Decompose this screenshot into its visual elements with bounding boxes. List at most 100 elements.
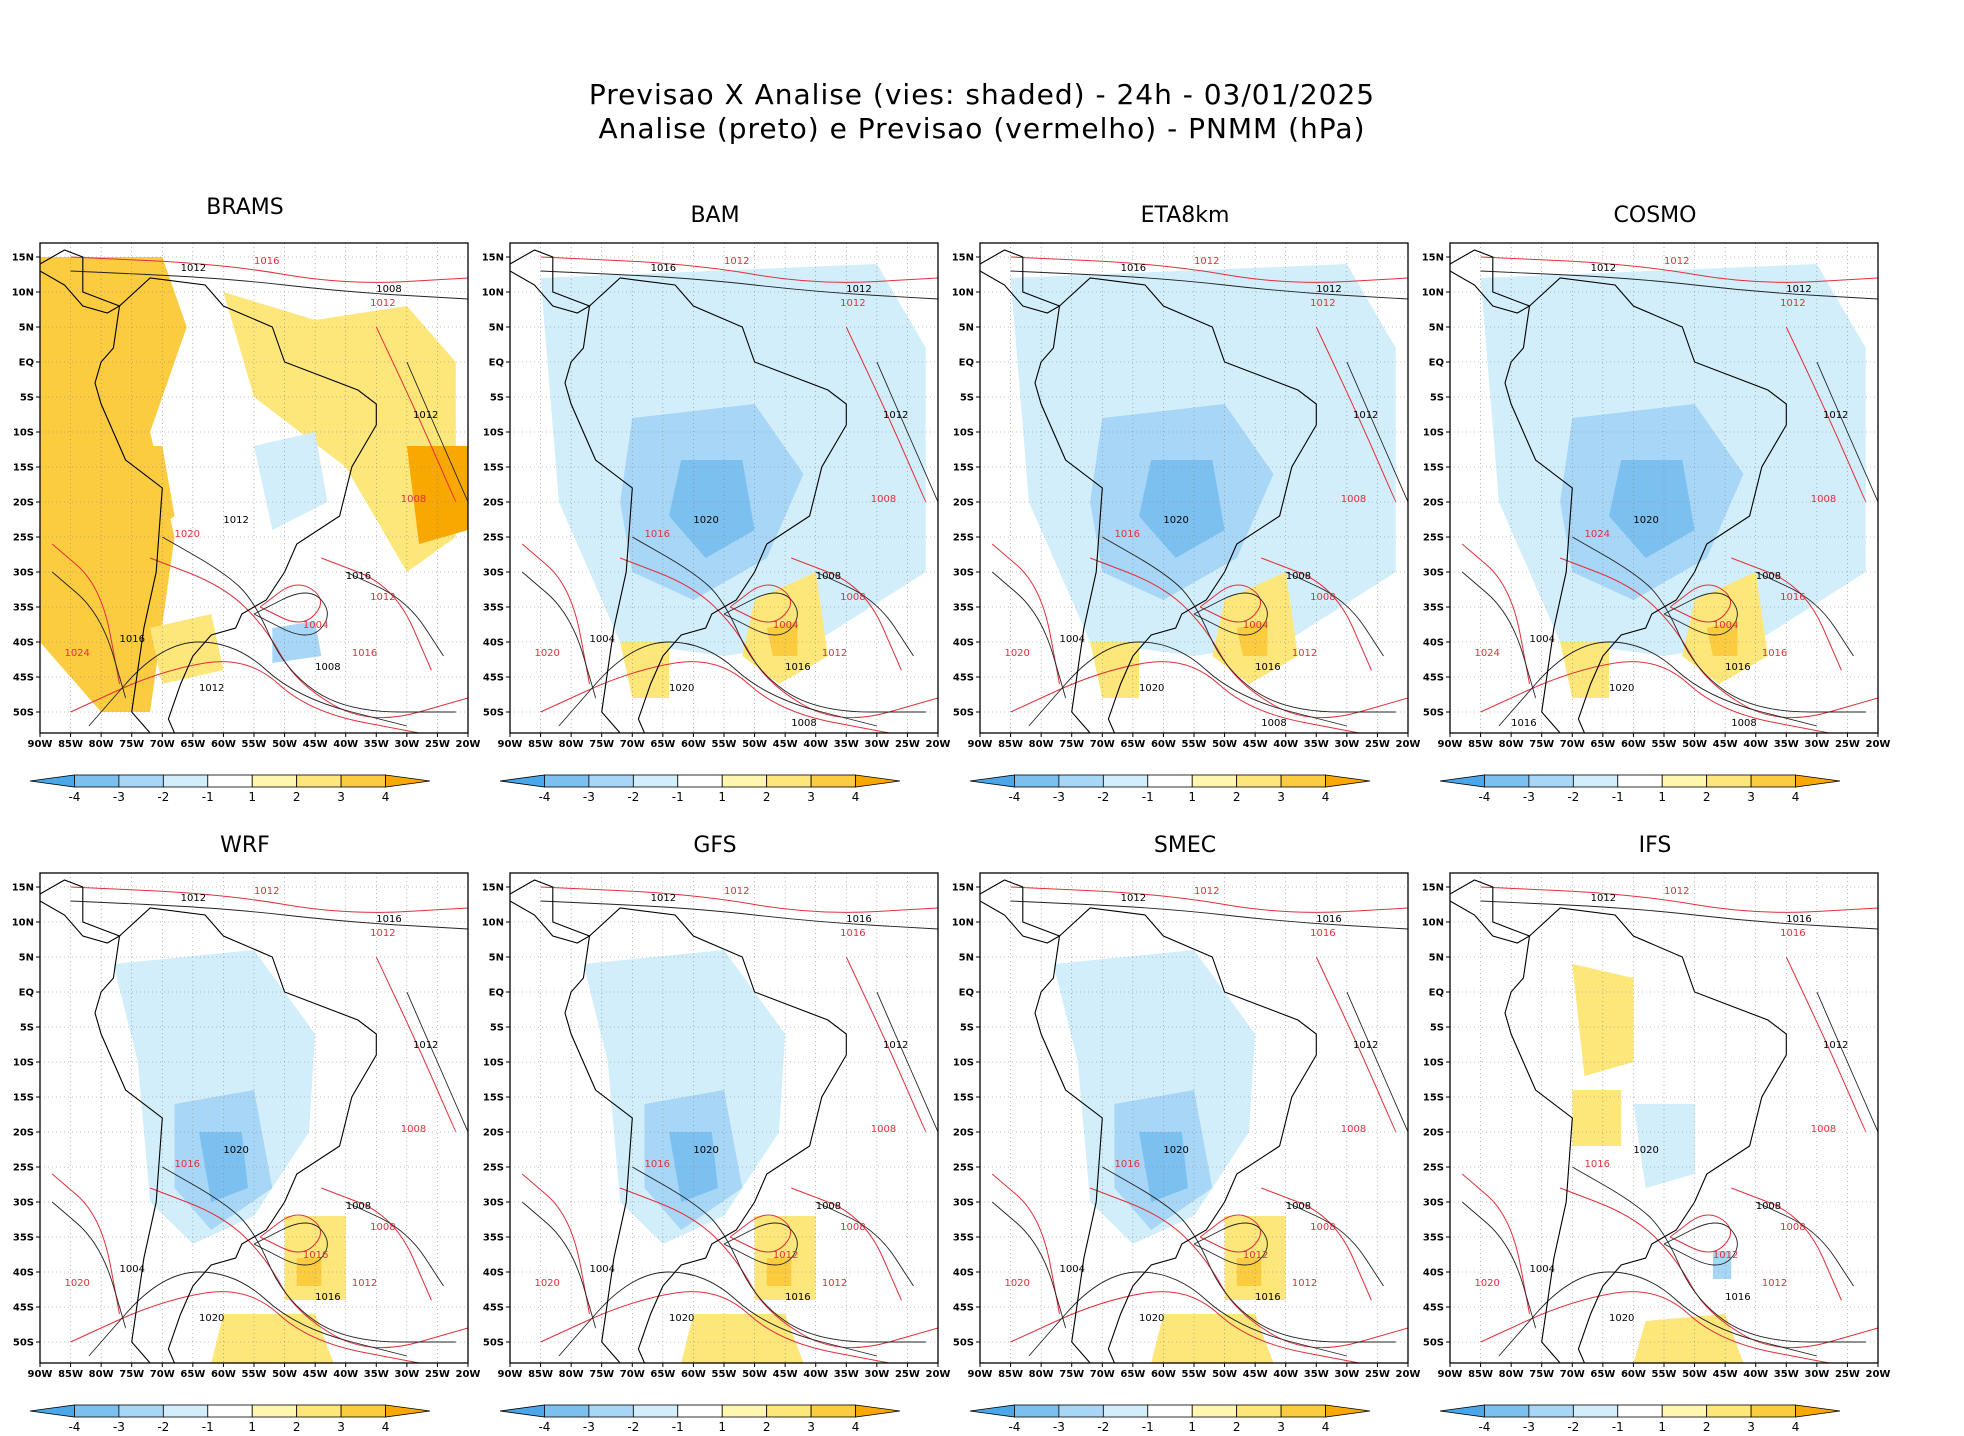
- colorbar-segment: [588, 1404, 634, 1418]
- coastline: [1034, 277, 1317, 733]
- analysis-isobar: [70, 900, 468, 930]
- colorbar-label: -2: [1097, 790, 1109, 804]
- lon-tick-label: 20W: [456, 739, 481, 750]
- colorbar-segment: [1572, 1404, 1619, 1418]
- forecast-isobar-label: 1012: [370, 928, 395, 939]
- forecast-isobar-label: 1012: [1194, 886, 1219, 897]
- bias-shading: [669, 1132, 718, 1202]
- forecast-isobar-label: 1012: [822, 648, 847, 659]
- colorbar-label: -3: [583, 1420, 595, 1434]
- lon-tick-label: 45W: [1243, 1369, 1268, 1380]
- lon-tick-label: 20W: [926, 739, 951, 750]
- lon-tick-label: 55W: [242, 739, 267, 750]
- forecast-isobar-label: 1008: [871, 494, 896, 505]
- analysis-isobar: [1498, 1271, 1818, 1357]
- lon-tick-label: 30W: [394, 1369, 419, 1380]
- lon-tick-label: 25W: [1365, 739, 1390, 750]
- bias-shading: [150, 614, 224, 684]
- colorbar-label: -4: [68, 790, 80, 804]
- lon-tick-label: 80W: [559, 1369, 584, 1380]
- lat-tick-label: 25S: [483, 533, 504, 544]
- lon-tick-label: 75W: [1059, 1369, 1084, 1380]
- analysis-isobar-label: 1012: [651, 893, 676, 904]
- lat-tick-label: 5N: [959, 953, 974, 964]
- lon-tick-label: 50W: [1682, 739, 1707, 750]
- lon-tick-label: 30W: [1804, 1369, 1829, 1380]
- colorbar-segment: [1528, 774, 1574, 788]
- colorbar: -4 -3 -2 -1 1 2 3 4: [1439, 1404, 1841, 1434]
- figure-title-line1: Previsao X Analise (vies: shaded) - 24h …: [588, 78, 1376, 111]
- analysis-isobar-label: 1012: [413, 1040, 438, 1051]
- bias-shading: [1139, 460, 1225, 558]
- colorbar-label: 2: [763, 1420, 771, 1434]
- forecast-isobar-label: 1020: [534, 648, 559, 659]
- analysis-isobar: [1755, 571, 1854, 657]
- forecast-isobar-label: 1020: [534, 1278, 559, 1289]
- colorbar-label: -2: [1567, 1420, 1579, 1434]
- forecast-isobar: [521, 1173, 590, 1315]
- colorbar-segment: [162, 774, 209, 788]
- lat-tick-label: 15N: [482, 883, 504, 894]
- lat-tick-label: 5S: [1430, 1023, 1444, 1034]
- forecast-isobar-label: 1016: [1780, 592, 1805, 603]
- colorbar-label: -2: [627, 1420, 639, 1434]
- colorbar-label: -4: [538, 790, 550, 804]
- bias-shading: [1633, 1104, 1695, 1188]
- lon-tick-label: 30W: [1334, 1369, 1359, 1380]
- forecast-isobar-label: 1008: [401, 494, 426, 505]
- lon-tick-label: 90W: [1438, 1369, 1463, 1380]
- lon-tick-label: 35W: [1774, 1369, 1799, 1380]
- forecast-isobar-label: 1020: [175, 529, 200, 540]
- colorbar-label: 3: [1277, 1420, 1285, 1434]
- colorbar-label: -4: [68, 1420, 80, 1434]
- analysis-isobar: [1010, 900, 1408, 930]
- colorbar-segment: [1236, 774, 1282, 788]
- lon-tick-label: 25W: [895, 739, 920, 750]
- lat-tick-label: 35S: [953, 603, 974, 614]
- lat-tick-label: 20S: [953, 1128, 974, 1139]
- lat-tick-label: 5N: [489, 953, 504, 964]
- lat-tick-label: 45S: [1423, 1303, 1444, 1314]
- forecast-isobar-label: 1008: [840, 1222, 865, 1233]
- forecast-isobar-label: 1012: [1292, 648, 1317, 659]
- analysis-isobar: [723, 1222, 798, 1266]
- analysis-isobar-label: 1008: [1286, 1201, 1311, 1212]
- colorbar-label: 4: [382, 790, 390, 804]
- forecast-isobar-label: 1008: [1811, 1124, 1836, 1135]
- analysis-isobar: [1028, 641, 1348, 727]
- analysis-isobar-label: 1012: [1823, 410, 1848, 421]
- lon-tick-label: 30W: [1334, 739, 1359, 750]
- coastline: [40, 879, 121, 944]
- lon-tick-label: 70W: [1560, 739, 1585, 750]
- lat-tick-label: 10N: [952, 288, 974, 299]
- lat-tick-label: 5N: [1429, 323, 1444, 334]
- coastline: [1504, 907, 1787, 1363]
- analysis-isobar-label: 1020: [223, 1145, 248, 1156]
- coastline: [1504, 277, 1787, 733]
- analysis-isobar-label: 1020: [1609, 683, 1634, 694]
- lat-tick-label: 10N: [1422, 918, 1444, 929]
- colorbar-label: -1: [1142, 790, 1154, 804]
- lat-tick-label: 5S: [1430, 393, 1444, 404]
- forecast-isobar-label: 1008: [370, 1222, 395, 1233]
- lon-tick-label: 65W: [1120, 1369, 1145, 1380]
- lat-tick-label: 20S: [1423, 1128, 1444, 1139]
- colorbar-segment: [74, 774, 120, 788]
- analysis-isobar: [876, 991, 938, 1133]
- lat-tick-label: 10N: [1422, 288, 1444, 299]
- coastline: [510, 249, 591, 314]
- lon-tick-label: 75W: [589, 1369, 614, 1380]
- forecast-isobar-label: 1020: [1004, 648, 1029, 659]
- lat-tick-label: 45S: [1423, 673, 1444, 684]
- forecast-isobar-label: 1012: [1664, 256, 1689, 267]
- colorbar-segment: [296, 774, 342, 788]
- colorbar-label: -1: [672, 1420, 684, 1434]
- panel-cosmo: COSMO 1012 1012 1012 1008 1016 1020 1004 1020 100…: [1420, 195, 1891, 804]
- lon-tick-label: 85W: [528, 1369, 553, 1380]
- forecast-isobar-label: 1004: [1243, 620, 1268, 631]
- analysis-isobar-label: 1008: [1286, 571, 1311, 582]
- lat-tick-label: 45S: [483, 673, 504, 684]
- lat-tick-label: 40S: [483, 1268, 504, 1279]
- lat-tick-label: EQ: [19, 358, 34, 369]
- lon-tick-label: 75W: [1529, 1369, 1554, 1380]
